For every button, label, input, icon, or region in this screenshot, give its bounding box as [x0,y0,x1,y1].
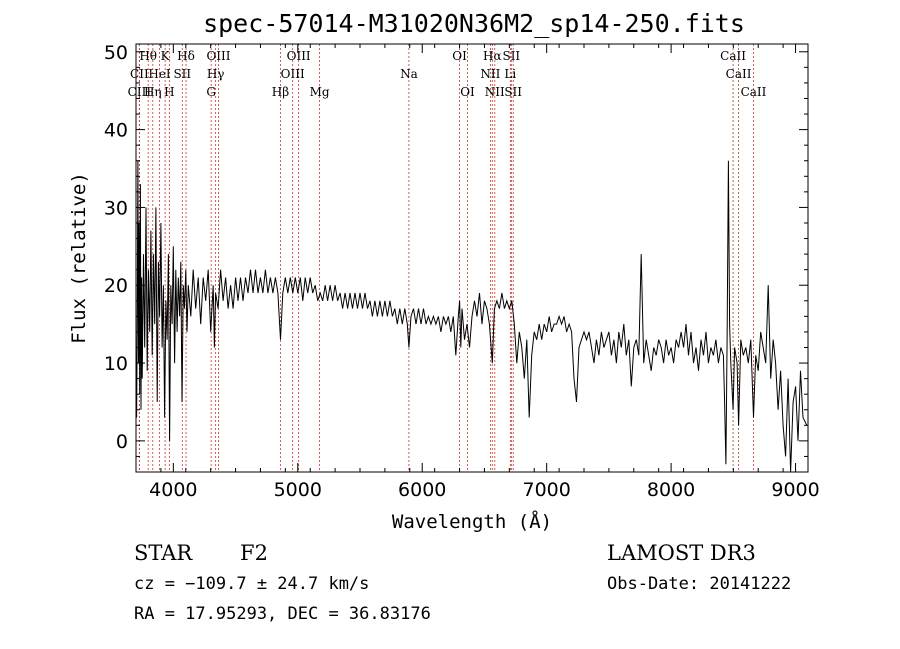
marker-label: Li [504,67,516,81]
x-tick-label: 4000 [149,479,197,501]
marker-label: G [206,85,216,99]
marker-label: CIII [128,85,152,99]
subclass: F2 [240,541,268,565]
marker-label: SII [502,49,520,63]
marker-label: Hδ [177,49,195,63]
x-axis-ticks: 4000 5000 6000 7000 8000 9000 [135,44,820,501]
marker-label: CaII [741,85,767,99]
marker-label: Hβ [272,85,289,99]
redshift-text: cz = −109.7 ± 24.7 km/s [134,574,369,594]
y-axis-ticks: 0 10 20 30 40 50 [104,42,808,457]
marker-label: Hθ [139,49,157,63]
marker-label: CaII [726,67,752,81]
obs-date-text: Obs-Date: 20141222 [607,574,791,594]
class-type: STAR [134,541,193,565]
x-tick-label: 5000 [274,479,322,501]
marker-label: NII [485,85,505,99]
marker-label: Hα [483,49,502,63]
y-tick-label: 40 [104,120,128,142]
x-axis-label: Wavelength (Å) [392,510,552,533]
x-tick-label: 8000 [647,479,695,501]
x-tick-label: 6000 [398,479,446,501]
survey-label: LAMOST DR3 [607,541,756,565]
y-tick-label: 50 [104,42,128,64]
marker-label: CaII [720,49,746,63]
marker-label: Na [400,67,418,81]
marker-label: NII [480,67,500,81]
marker-label: Hη [144,85,162,99]
marker-label: K [161,49,171,63]
marker-label: SII [504,85,522,99]
marker-label: HeI [148,67,171,81]
y-tick-label: 30 [104,197,128,219]
emission-line-markers [138,44,754,472]
marker-label: Mg [310,85,330,99]
spectrum-flux-line [135,160,808,473]
marker-label: H [164,85,174,99]
coords-text: RA = 17.95293, DEC = 36.83176 [134,604,431,624]
marker-label: OIII [206,49,230,63]
y-tick-label: 0 [116,431,128,453]
marker-label: OI [452,49,467,63]
marker-label: OIII [287,49,311,63]
plot-frame [135,43,809,473]
marker-label: SII [173,67,191,81]
marker-label: OI [460,85,475,99]
y-axis-label: Flux (relative) [68,172,90,344]
marker-label: Hγ [207,67,225,81]
chart-title: spec-57014-M31020N36M2_sp14-250.fits [203,9,745,38]
y-tick-label: 10 [104,353,128,375]
marker-label: OIII [281,67,305,81]
y-tick-label: 20 [104,275,128,297]
x-tick-label: 9000 [771,479,819,501]
x-tick-label: 7000 [522,479,570,501]
marker-label: CII [130,67,149,81]
